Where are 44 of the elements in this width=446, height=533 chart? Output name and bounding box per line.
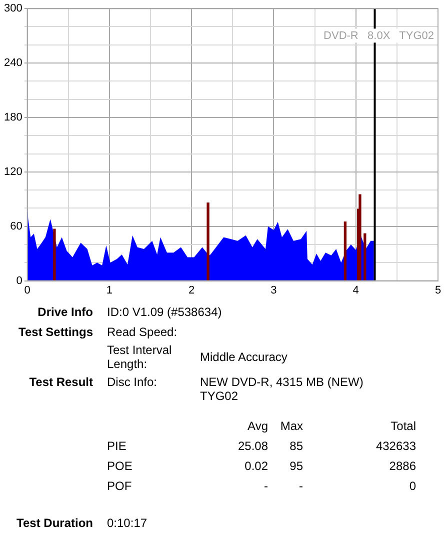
y-tick-label: 180 [4,112,22,124]
text: Test Result [28,375,93,389]
text: Total [390,419,416,433]
x-tick-label: 0 [24,284,30,296]
text: Test Duration [16,516,93,530]
x-tick-label: 2 [188,284,195,296]
text: - [263,479,268,493]
y-tick-label: 0 [16,274,22,287]
bar [364,233,366,281]
y-tick-label: 240 [4,57,22,70]
text: PIE [107,439,126,453]
text: NEW DVD-R, 4315 MB (NEW) TYG02 [200,375,364,403]
text: Drive Info [36,305,93,319]
text: 85 [290,439,303,453]
text: 0 [408,479,416,493]
text: 95 [290,459,303,473]
text: DVD-R 8.0X TYG02 [324,30,434,42]
bar [344,221,347,281]
text: Max [280,419,303,433]
y-tick-label: 300 [4,2,22,15]
text: Read Speed: [107,325,178,339]
bar [53,228,56,281]
bar [358,194,362,281]
text: 2886 [388,459,416,473]
text: 0.02 [244,459,268,473]
text: Test Interval Length: [107,343,173,371]
text: 432633 [374,439,416,453]
text: ID:0 V1.09 (#538634) [107,305,222,319]
text: 0:10:17 [107,516,148,530]
text: Middle Accuracy [200,350,288,364]
text: Disc Info: [107,375,158,389]
x-tick-label: 3 [270,284,277,296]
y-tick-label: 120 [4,166,22,178]
text: Avg [246,419,268,433]
x-tick-label: 5 [434,284,442,296]
text: - [299,479,303,493]
x-tick-label: 4 [352,284,359,296]
x-tick-label: 1 [106,284,113,296]
text: POF [107,479,132,493]
bar [206,202,210,281]
text: 25.08 [236,439,268,453]
text: Test Settings [18,325,93,339]
text: POE [107,459,132,473]
y-tick-label: 60 [10,220,22,232]
